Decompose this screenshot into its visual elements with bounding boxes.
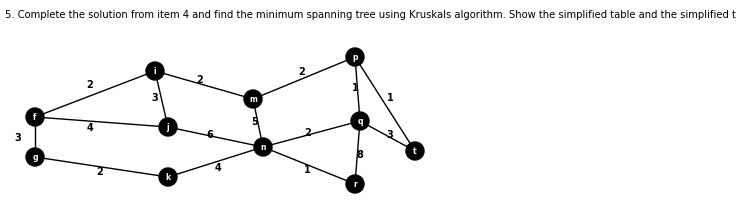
Text: r: r	[353, 180, 357, 188]
Circle shape	[159, 118, 177, 136]
Text: t: t	[413, 147, 417, 156]
Circle shape	[346, 175, 364, 193]
Circle shape	[244, 90, 262, 108]
Text: f: f	[33, 113, 37, 122]
Text: 5. Complete the solution from item 4 and find the minimum spanning tree using Kr: 5. Complete the solution from item 4 and…	[5, 10, 736, 20]
Text: m: m	[249, 95, 257, 104]
Text: 1: 1	[386, 93, 393, 102]
Text: 8: 8	[356, 149, 364, 159]
Circle shape	[254, 138, 272, 156]
Text: 1: 1	[352, 83, 358, 93]
Text: 2: 2	[305, 127, 311, 137]
Text: p: p	[353, 53, 358, 62]
Text: i: i	[154, 67, 156, 76]
Text: 2: 2	[96, 166, 103, 176]
Circle shape	[346, 49, 364, 67]
Text: j: j	[166, 123, 169, 132]
Circle shape	[351, 113, 369, 130]
Text: 2: 2	[197, 75, 203, 85]
Circle shape	[26, 148, 44, 166]
Text: 2: 2	[87, 80, 93, 89]
Circle shape	[146, 63, 164, 81]
Text: 6: 6	[207, 129, 213, 139]
Text: 5: 5	[252, 116, 258, 126]
Text: 4: 4	[87, 122, 93, 132]
Text: 3: 3	[15, 132, 21, 142]
Circle shape	[26, 108, 44, 126]
Text: 2: 2	[299, 67, 305, 77]
Text: 3: 3	[152, 93, 158, 102]
Text: g: g	[32, 153, 38, 162]
Circle shape	[159, 168, 177, 186]
Text: k: k	[166, 173, 171, 182]
Text: n: n	[261, 143, 266, 152]
Text: q: q	[357, 117, 363, 126]
Text: 3: 3	[386, 129, 393, 139]
Text: 4: 4	[215, 162, 222, 172]
Circle shape	[406, 142, 424, 160]
Text: 1: 1	[304, 164, 311, 174]
